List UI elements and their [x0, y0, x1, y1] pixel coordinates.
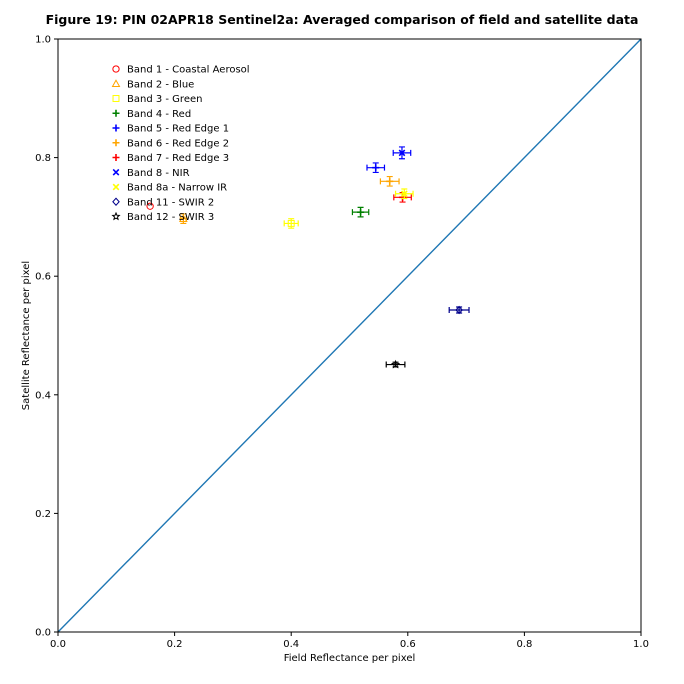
legend-label: Band 11 - SWIR 2	[127, 197, 214, 208]
point-marker	[357, 208, 365, 216]
legend-label: Band 1 - Coastal Aerosol	[127, 65, 250, 76]
reference-line	[57, 38, 642, 633]
legend-label: Band 4 - Red	[127, 109, 191, 120]
legend-marker	[112, 109, 120, 117]
point-marker	[146, 202, 154, 210]
x-tick-label: 0.2	[167, 639, 183, 650]
legend-label: Band 2 - Blue	[127, 79, 194, 90]
point-marker	[390, 359, 401, 369]
y-tick-label: 0.0	[35, 628, 51, 639]
legend-label: Band 7 - Red Edge 3	[127, 153, 229, 164]
legend-marker	[111, 79, 121, 88]
legend-marker	[112, 95, 120, 102]
data-point	[394, 188, 414, 200]
legend: Band 1 - Coastal Aerosol Band 2 - Blue Ban…	[111, 65, 250, 223]
legend-label: Band 5 - Red Edge 1	[127, 124, 229, 135]
legend-marker	[112, 154, 120, 161]
legend-marker	[112, 65, 120, 73]
x-tick-label: 0.4	[283, 639, 299, 650]
legend-label: Band 3 - Green	[127, 94, 202, 105]
chart-title: Figure 19: PIN 02APR18 Sentinel2a: Avera…	[46, 12, 639, 27]
legend-item: Band 8 - NIR	[112, 168, 190, 179]
legend-item: Band 7 - Red Edge 3	[112, 153, 229, 164]
x-tick-label: 1.0	[633, 639, 649, 650]
data-point	[385, 359, 406, 369]
data-point	[448, 305, 470, 315]
data-point	[283, 218, 299, 229]
point-marker	[386, 177, 394, 185]
legend-item: Band 6 - Red Edge 2	[112, 138, 229, 149]
plot-frame	[57, 38, 642, 633]
legend-label: Band 8 - NIR	[127, 168, 190, 179]
x-tick-label: 0.6	[400, 639, 416, 650]
point-marker	[178, 214, 188, 222]
legend-item: Band 4 - Red	[112, 109, 191, 120]
y-tick-label: 0.2	[35, 509, 51, 520]
x-tick-label: 0.0	[50, 639, 66, 650]
legend-marker	[111, 211, 121, 221]
legend-marker	[112, 124, 120, 132]
data-point	[379, 175, 400, 187]
legend-item: Band 2 - Blue	[111, 79, 194, 90]
legend-item: Band 5 - Red Edge 1	[112, 124, 229, 135]
legend-item: Band 8a - Narrow IR	[112, 183, 227, 194]
point-marker	[455, 305, 463, 315]
legend-item: Band 1 - Coastal Aerosol	[112, 65, 250, 76]
point-marker	[400, 190, 408, 198]
y-axis-label: Satellite Reflectance per pixel	[21, 261, 32, 410]
legend-label: Band 6 - Red Edge 2	[127, 138, 229, 149]
y-tick-label: 0.4	[35, 390, 51, 401]
legend-marker	[112, 168, 120, 176]
data-point	[392, 146, 412, 160]
legend-marker	[112, 197, 120, 206]
x-tick-label: 0.8	[516, 639, 532, 650]
y-tick-label: 1.0	[35, 35, 51, 46]
data-point	[146, 202, 154, 210]
legend-item: Band 11 - SWIR 2	[112, 197, 214, 208]
legend-item: Band 3 - Green	[112, 94, 202, 105]
data-point	[351, 206, 370, 218]
data-point	[178, 213, 188, 225]
y-tick-label: 0.8	[35, 153, 51, 164]
legend-marker	[112, 139, 120, 147]
point-marker	[287, 219, 295, 227]
data-point	[366, 162, 386, 174]
legend-label: Band 8a - Narrow IR	[127, 183, 227, 194]
point-marker	[372, 164, 380, 172]
x-axis-label: Field Reflectance per pixel	[284, 653, 416, 664]
legend-marker	[112, 183, 120, 191]
legend-item: Band 12 - SWIR 3	[111, 211, 214, 223]
point-marker	[398, 149, 406, 157]
legend-label: Band 12 - SWIR 3	[127, 212, 214, 223]
y-tick-label: 0.6	[35, 272, 51, 283]
